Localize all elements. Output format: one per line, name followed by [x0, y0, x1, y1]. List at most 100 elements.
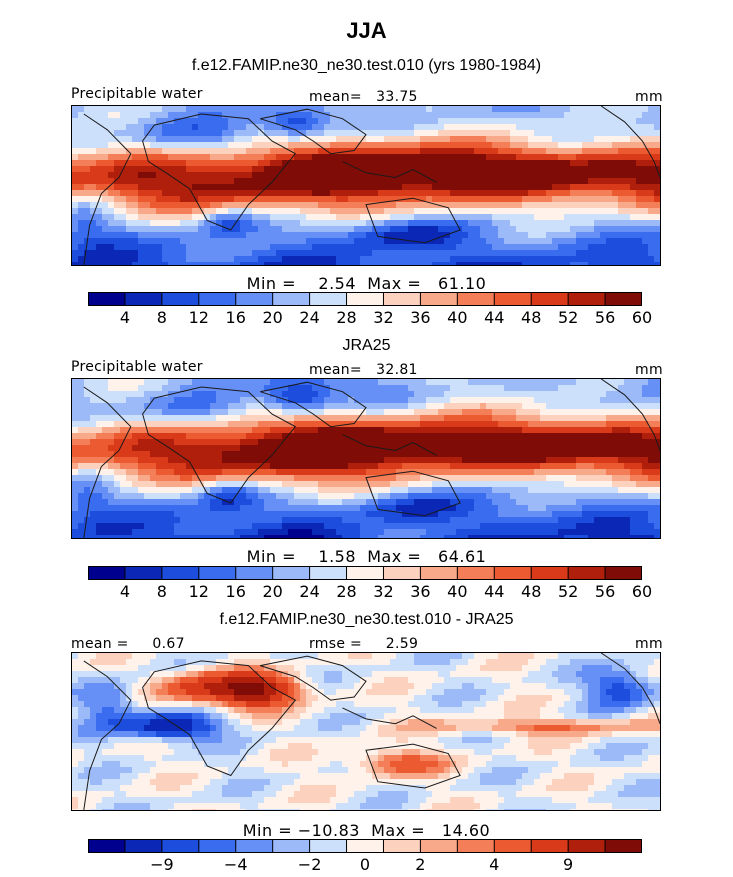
colorbar-tick-label: −4 [223, 855, 248, 874]
panel-3-units-label: mm [635, 636, 663, 652]
panel-2-variable-label: Precipitable water [71, 359, 203, 375]
colorbar-swatch [605, 566, 642, 580]
coastline [600, 653, 660, 724]
colorbar-swatch [494, 839, 532, 853]
coastline [260, 381, 367, 428]
colorbar-swatch [383, 566, 421, 580]
panel-3-title: f.e12.FAMIP.ne30_ne30.test.010 - JRA25 [219, 611, 514, 628]
colorbar-tick-label: 20 [262, 308, 283, 327]
coastline [142, 660, 297, 777]
colorbar-swatch [605, 292, 642, 306]
colorbar-tick-label: 24 [299, 308, 320, 327]
colorbar-swatch [568, 566, 606, 580]
colorbar-swatch [568, 839, 606, 853]
panel-3-minmax: Min = −10.83 Max = 14.60 [242, 821, 491, 840]
colorbar-border [88, 292, 642, 306]
colorbar-swatch [531, 839, 569, 853]
colorbar-tick-label: 32 [373, 582, 394, 601]
panel-1-title: f.e12.FAMIP.ne30_ne30.test.010 (yrs 1980… [191, 57, 542, 74]
coastline [142, 386, 297, 504]
colorbar-swatch [198, 839, 237, 853]
colorbar-swatch [88, 839, 126, 853]
coastline [600, 379, 660, 451]
colorbar-tick-label: 32 [373, 308, 394, 327]
colorbar-swatch [309, 839, 348, 853]
coastline [342, 161, 437, 183]
colorbar-tick-label: 56 [594, 308, 616, 327]
panel-2-mean-label: mean= 32.81 [309, 362, 418, 378]
colorbar-swatch [272, 566, 311, 580]
colorbar-tick-label: 40 [447, 582, 468, 601]
panel-1-colorbar-ticks: 4 8 12 16 20 24 28 32 36 40 44 48 52 56 60 [88, 308, 652, 328]
colorbar-swatch [420, 566, 458, 580]
coastline [83, 386, 132, 538]
colorbar-tick-label: 24 [299, 582, 320, 601]
panel-1-variable-label: Precipitable water [71, 86, 203, 102]
contour-map-svg [72, 653, 660, 810]
panel-2-colorbar-ticks: 4 8 12 16 20 24 28 32 36 40 44 48 52 56 60 [88, 582, 652, 602]
colorbar-swatch [494, 292, 532, 306]
colorbar-swatch [235, 292, 274, 306]
colorbar-swatch [346, 566, 384, 580]
panel-2-map [71, 378, 661, 539]
colorbar-tick-label: 8 [156, 582, 167, 601]
colorbar-tick-label: 12 [188, 582, 209, 601]
colorbar-swatch [420, 839, 458, 853]
colorbar-swatch [346, 839, 384, 853]
colorbar-swatch [383, 292, 421, 306]
colorbar-swatch [161, 566, 200, 580]
panel-1-mean-label: mean= 33.75 [309, 89, 418, 105]
panel-1-colorbar [88, 292, 642, 306]
colorbar-swatch [494, 566, 532, 580]
colorbar-swatch [457, 292, 495, 306]
colorbar-tick-label: 36 [410, 308, 431, 327]
colorbar-tick-label: 60 [631, 582, 653, 601]
colorbar-tick-label: −9 [150, 855, 174, 874]
colorbar-tick-label: 4 [119, 308, 131, 327]
coastline [342, 434, 437, 456]
colorbar-tick-label: 0 [359, 855, 371, 874]
colorbar-swatch [88, 566, 126, 580]
panel-3-rmse-label: rmse = 2.59 [309, 636, 419, 652]
panel-1-units-label: mm [635, 89, 663, 105]
colorbar-tick-label: 4 [119, 582, 131, 601]
colorbar-tick-label: 60 [631, 308, 653, 327]
colorbar-swatch [124, 839, 163, 853]
coastline [600, 106, 660, 178]
colorbar-svg [88, 839, 642, 853]
colorbar-swatch [198, 566, 237, 580]
coastline [365, 197, 461, 244]
coastline [83, 660, 132, 810]
panel-3-colorbar [88, 839, 642, 853]
panel-2-minmax: Min = 1.58 Max = 64.61 [246, 547, 487, 566]
colorbar-swatch [309, 292, 348, 306]
colorbar-swatch [309, 566, 348, 580]
colorbar-tick-label: 9 [563, 855, 574, 874]
coastline [83, 113, 132, 265]
colorbar-tick-label: 20 [262, 582, 283, 601]
colorbar-tick-label: 40 [447, 308, 468, 327]
colorbar-tick-label: 16 [225, 582, 246, 601]
coastline [142, 113, 297, 231]
colorbar-tick-label: 12 [188, 308, 209, 327]
colorbar-svg [88, 292, 642, 306]
colorbar-tick-label: 48 [521, 582, 542, 601]
colorbar-svg [88, 566, 642, 580]
contour-map-svg [72, 106, 660, 265]
colorbar-swatch [383, 839, 421, 853]
colorbar-tick-label: 8 [156, 308, 167, 327]
colorbar-swatch [531, 292, 569, 306]
colorbar-swatch [272, 839, 311, 853]
coastline [260, 655, 367, 701]
panel-2-title: JRA25 [342, 337, 391, 354]
colorbar-swatch [235, 566, 274, 580]
colorbar-tick-label: 52 [557, 308, 579, 327]
colorbar-tick-label: 36 [410, 582, 431, 601]
colorbar-swatch [272, 292, 311, 306]
colorbar-swatch [531, 566, 569, 580]
coastline [260, 108, 367, 155]
colorbar-tick-label: 52 [557, 582, 579, 601]
colorbar-tick-label: 44 [484, 308, 505, 327]
panel-2-units-label: mm [635, 362, 663, 378]
colorbar-swatch [605, 839, 642, 853]
